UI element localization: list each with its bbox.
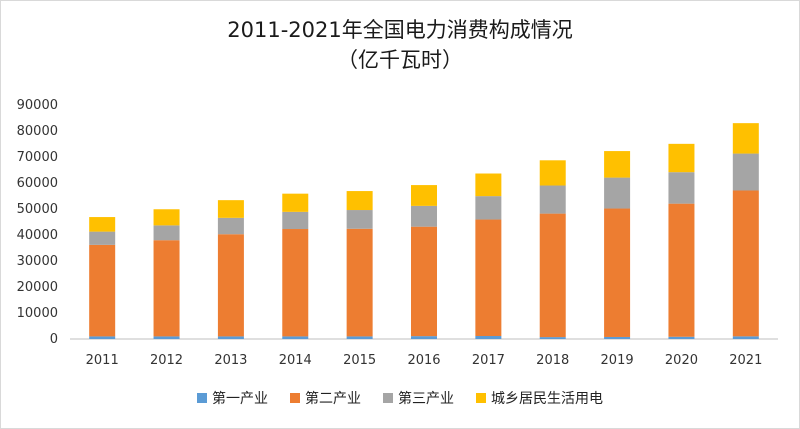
bar-segment-2: [217, 234, 244, 337]
bar-segment-2: [153, 240, 180, 337]
bar-segment-2: [604, 208, 631, 337]
bar-segment-2: [732, 190, 759, 337]
bar-segment-3: [346, 210, 373, 229]
bar-segment-3: [475, 196, 502, 220]
bar-segment-1: [539, 337, 566, 339]
x-tick-label: 2021: [729, 353, 762, 368]
y-tick-label: 20000: [17, 280, 58, 295]
y-tick-label: 30000: [17, 254, 58, 269]
x-tick-label: 2018: [536, 353, 569, 368]
x-tick-label: 2019: [601, 353, 634, 368]
bar-segment-3: [668, 172, 695, 204]
bar-segment-2: [668, 203, 695, 337]
x-tick-label: 2011: [86, 353, 119, 368]
chart-title: 2011-2021年全国电力消费构成情况: [227, 18, 573, 42]
bar-segment-4: [668, 143, 695, 173]
bar-segment-2: [282, 229, 309, 337]
bar-segment-4: [604, 151, 631, 178]
bar-segment-1: [89, 336, 116, 339]
legend-label: 第一产业: [212, 391, 268, 407]
y-tick-label: 0: [50, 332, 58, 347]
bar-segment-3: [539, 185, 566, 214]
bar-segment-3: [153, 225, 180, 241]
legend-swatch: [290, 393, 300, 403]
y-tick-label: 60000: [17, 176, 58, 191]
y-tick-label: 70000: [17, 150, 58, 165]
bar-segment-4: [282, 193, 309, 212]
bar-segment-3: [217, 217, 244, 235]
y-tick-label: 90000: [17, 98, 58, 113]
legend-swatch: [197, 393, 207, 403]
bar-segment-1: [732, 336, 759, 339]
x-tick-label: 2013: [214, 353, 247, 368]
legend-item: 第二产业: [290, 388, 361, 408]
chart-legend: 第一产业 第二产业 第三产业 城乡居民生活用电: [0, 388, 800, 408]
bar-segment-4: [475, 173, 502, 197]
bar-segment-4: [346, 191, 373, 211]
bar-segment-3: [89, 231, 116, 245]
bar-segment-1: [217, 336, 244, 339]
x-tick-label: 2020: [665, 353, 698, 368]
bar-segment-4: [411, 185, 437, 206]
bar-segment-1: [411, 336, 437, 339]
bar-segment-4: [539, 160, 566, 186]
legend-swatch: [383, 393, 393, 403]
x-tick-label: 2014: [279, 353, 312, 368]
x-tick-label: 2016: [407, 353, 440, 368]
y-tick-label: 80000: [17, 124, 58, 139]
bar-segment-3: [604, 177, 631, 209]
legend-label: 城乡居民生活用电: [491, 391, 603, 407]
legend-item: 城乡居民生活用电: [476, 388, 603, 408]
bar-segment-1: [475, 336, 502, 339]
bar-segment-1: [604, 336, 631, 339]
bar-segment-3: [282, 211, 309, 230]
bar-segment-1: [668, 336, 695, 339]
y-tick-label: 40000: [17, 228, 58, 243]
legend-item: 第一产业: [197, 388, 268, 408]
bar-segment-1: [346, 336, 373, 339]
bar-segment-3: [411, 205, 437, 227]
x-tick-label: 2015: [343, 353, 376, 368]
y-tick-label: 10000: [17, 306, 58, 321]
legend-label: 第三产业: [398, 391, 454, 407]
bar-segment-4: [732, 123, 759, 154]
bar-segment-3: [732, 153, 759, 191]
x-tick-label: 2012: [150, 353, 183, 368]
bar-segment-2: [411, 226, 437, 337]
bar-segment-2: [346, 228, 373, 337]
bar-segment-4: [89, 217, 116, 232]
bar-segment-1: [153, 336, 180, 339]
legend-item: 第三产业: [383, 388, 454, 408]
chart-subtitle: （亿千瓦时）: [337, 48, 463, 72]
bar-segment-4: [153, 209, 180, 226]
bar-segment-2: [475, 219, 502, 337]
bar-segment-2: [89, 244, 116, 337]
x-tick-label: 2017: [472, 353, 505, 368]
bar-segment-2: [539, 213, 566, 338]
legend-label: 第二产业: [305, 391, 361, 407]
bar-segment-4: [217, 200, 244, 218]
y-tick-label: 50000: [17, 202, 58, 217]
bar-segment-1: [282, 336, 309, 339]
legend-swatch: [476, 393, 486, 403]
